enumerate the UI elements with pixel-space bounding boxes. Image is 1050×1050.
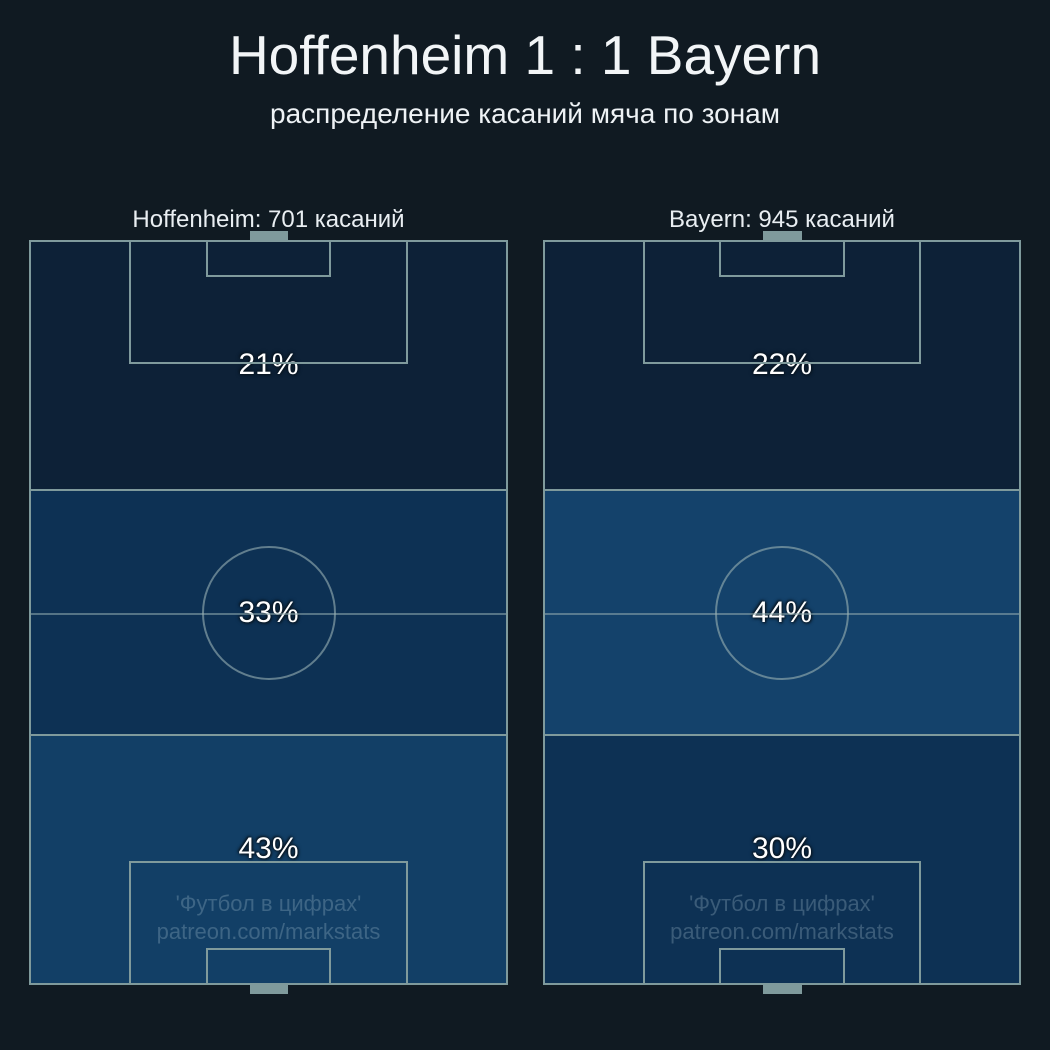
page-subtitle: распределение касаний мяча по зонам — [270, 98, 780, 129]
zone-percent-label: 22% — [751, 348, 813, 381]
zone-percent-label: 33% — [238, 595, 299, 629]
zone-away-defensive-third[interactable]: 30% — [545, 735, 1019, 983]
pitch-label-home: Hoffenheim: 701 касаний — [132, 206, 405, 233]
goal-bottom-icon — [249, 985, 289, 994]
zone-away-attacking-third[interactable]: 22% — [545, 242, 1019, 489]
zone-percent-label: 43% — [238, 831, 299, 865]
pitch-away: 22% 44% 30% 'Футбол в цифрах' patreon.co… — [543, 231, 1021, 994]
chart-header: Hoffenheim 1 : 1 Bayern распределение ка… — [0, 0, 1050, 128]
page-title: Hoffenheim 1 : 1 Bayern — [228, 24, 822, 86]
zone-home-attacking-third[interactable]: 21% — [31, 242, 506, 489]
zone-home-middle-third[interactable]: 33% — [31, 488, 506, 736]
goal-bottom-icon — [763, 985, 802, 994]
pitch-label-away: Bayern: 945 касаний — [669, 206, 895, 233]
zone-away-middle-third[interactable]: 44% — [545, 488, 1019, 736]
pitch-home: 21% 33% 43% 'Футбол в цифрах' patreon.co… — [29, 231, 508, 994]
pitch-panel-away: Bayern: 945 касаний 22% 44% 30% 'Футбол … — [543, 200, 1021, 994]
pitch-panel-home: Hoffenheim: 701 касаний 21% 33% 43% 'Фут… — [29, 200, 508, 994]
zone-percent-label: 44% — [751, 595, 813, 629]
zone-percent-label: 21% — [238, 348, 299, 381]
zone-percent-label: 30% — [751, 831, 813, 865]
zone-home-defensive-third[interactable]: 43% — [31, 735, 506, 983]
